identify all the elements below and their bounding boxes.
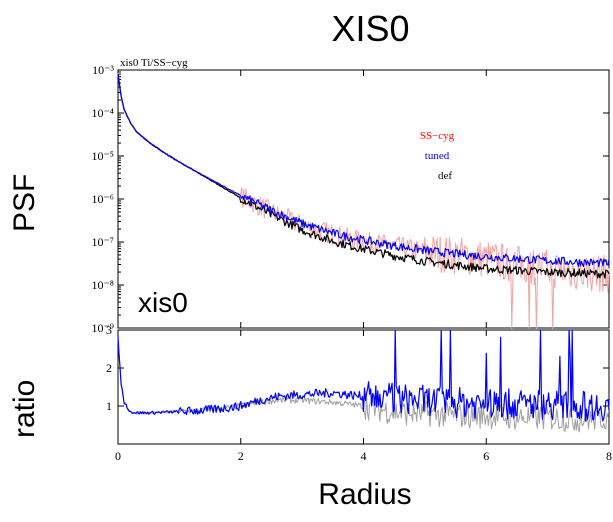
ratio-x-tick-label: 0 <box>115 449 121 463</box>
psf-y-tick-label: 10⁻⁷ <box>91 235 114 249</box>
ratio-plot-frame <box>117 329 610 445</box>
panel-title: xis0 Ti/SS−cyg <box>120 57 188 69</box>
ratio-x-tick-label: 8 <box>606 449 612 463</box>
figure-title: XIS0 <box>331 8 410 49</box>
psf-def-line <box>117 74 610 279</box>
ratio-x-ticks: 0 2 4 6 8 <box>115 330 612 463</box>
ratio-tuned-line <box>117 329 610 422</box>
panel-annotation: xis0 <box>138 287 188 318</box>
ratio-y-tick-label: 2 <box>106 361 112 375</box>
psf-panel: 10⁻⁹ 10⁻⁸ 10⁻⁷ 10⁻⁶ 10⁻⁵ 10⁻⁴ 10⁻³ xis0 Ti/SS−… <box>91 57 610 335</box>
radius-axis-label: Radius <box>318 478 412 511</box>
ratio-y-ticks: 1 2 3 <box>106 323 609 413</box>
psf-y-ticks: 10⁻⁹ 10⁻⁸ 10⁻⁷ 10⁻⁶ 10⁻⁵ 10⁻⁴ 10⁻³ <box>91 63 609 335</box>
psf-y-tick-label: 10⁻⁹ <box>91 321 114 335</box>
ratio-lines <box>117 329 610 433</box>
ratio-panel: 1 2 3 0 2 4 6 8 <box>106 323 612 463</box>
legend-entry: SS−cyg <box>420 130 455 142</box>
psf-y-tick-label: 10⁻⁸ <box>91 278 114 292</box>
ratio-y-tick-label: 3 <box>106 323 112 337</box>
ratio-y-tick-label: 1 <box>106 399 112 413</box>
psf-y-tick-label: 10⁻⁴ <box>91 106 114 120</box>
ratio-x-tick-label: 6 <box>483 449 489 463</box>
ratio-x-tick-label: 2 <box>238 449 244 463</box>
psf-lines <box>117 73 610 329</box>
psf-y-tick-label: 10⁻⁵ <box>91 149 114 163</box>
legend-entry: def <box>438 170 452 182</box>
ratio-x-tick-label: 4 <box>361 449 367 463</box>
psf-y-tick-label: 10⁻⁶ <box>91 192 114 206</box>
legend-entry: tuned <box>425 150 450 162</box>
psf-y-tick-label: 10⁻³ <box>92 63 114 77</box>
psf-tuned-line <box>117 74 610 268</box>
psf-sscyg-line <box>117 73 610 329</box>
ratio-def-line <box>117 338 610 433</box>
legend: SS−cyg tuned def <box>420 130 455 182</box>
